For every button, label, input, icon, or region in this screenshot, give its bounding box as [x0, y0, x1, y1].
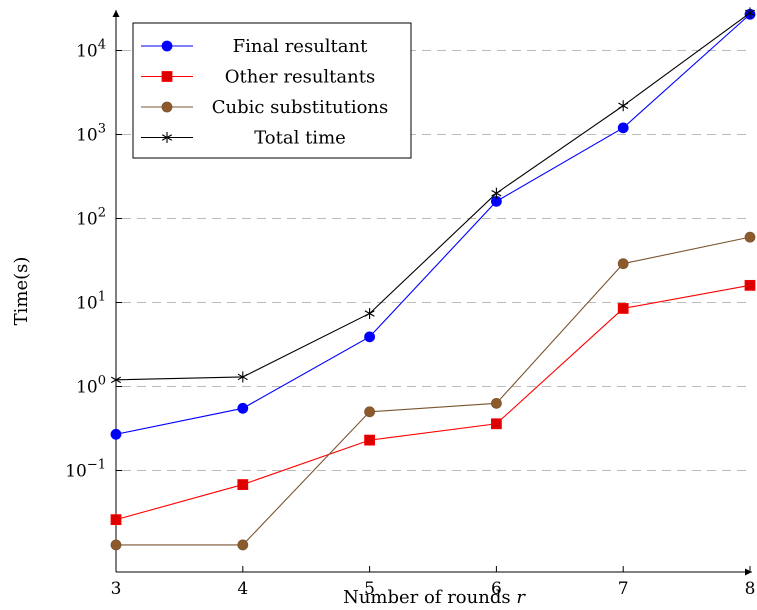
series-total-time	[110, 7, 756, 386]
data-point-total-time	[237, 371, 248, 383]
y-tick-exponent: 1	[98, 290, 106, 305]
y-tick-base: 10	[65, 462, 87, 482]
data-point-other-resultants	[744, 279, 756, 291]
data-point-total-time	[491, 187, 502, 199]
data-point-total-time-stroke	[364, 310, 375, 317]
series-cubic-substitutions	[110, 231, 756, 551]
data-point-final-resultant	[617, 122, 629, 134]
y-tick-base: 10	[76, 378, 98, 398]
data-point-other-resultants	[617, 303, 629, 314]
x-axis-arrow	[745, 568, 752, 576]
series-line-other-resultants	[115, 284, 751, 521]
x-axis-title-var: r	[516, 587, 526, 608]
y-tick-exponent: 3	[98, 122, 106, 137]
series-line-cubic-substitutions	[116, 236, 751, 546]
y-tick-exponent: 4	[98, 38, 106, 53]
data-point-total-time-stroke	[491, 189, 502, 197]
data-point-total-time-stroke	[744, 9, 756, 17]
series-layer	[110, 7, 756, 551]
data-point-total-time-stroke	[618, 102, 629, 109]
y-tick-exponent: 0	[98, 374, 106, 389]
y-tick-base: 10	[76, 210, 98, 230]
x-ticks: 3 4 5 6 7 8	[111, 566, 756, 599]
series-other-resultants	[110, 279, 756, 526]
legend-marker-cubic-substitutions	[161, 101, 173, 113]
data-point-final-resultant	[110, 428, 122, 440]
legend-marker-final-resultant	[161, 40, 173, 52]
legend: Final resultant Other resultants Cubic sub…	[132, 22, 412, 159]
data-point-cubic-substitutions	[364, 406, 376, 418]
data-point-total-time	[618, 100, 629, 112]
data-point-cubic-substitutions	[110, 539, 122, 551]
y-tick-base: 10	[76, 126, 98, 146]
data-point-cubic-substitutions	[744, 231, 756, 243]
data-point-total-time	[110, 374, 122, 386]
series-line-final-resultant	[115, 13, 751, 435]
data-point-cubic-substitutions	[490, 397, 502, 409]
legend-label-final-resultant: Final resultant	[233, 36, 368, 57]
data-point-total-time	[364, 307, 375, 319]
legend-marker-total-time-stroke	[161, 134, 173, 141]
y-tick-base: 10	[76, 294, 98, 314]
data-point-cubic-substitutions	[617, 258, 629, 270]
data-point-cubic-substitutions	[237, 539, 249, 551]
legend-label-total-time: Total time	[254, 128, 346, 149]
x-tick-label: 4	[237, 579, 248, 599]
x-tick-label: 5	[364, 579, 375, 599]
y-tick-label: 100	[76, 374, 106, 398]
x-tick-label: 6	[491, 579, 502, 599]
data-point-total-time-stroke	[110, 376, 122, 384]
x-tick-label: 7	[618, 579, 629, 599]
x-axis-title: Number of rounds r	[343, 587, 526, 608]
data-point-total-time-stroke	[237, 373, 248, 381]
y-tick-label: 102	[76, 206, 106, 230]
y-axis-arrow	[112, 10, 120, 17]
legend-marker-other-resultants	[161, 71, 173, 82]
y-tick-exponent: 2	[98, 206, 106, 221]
x-axis-title-main: Number of rounds	[343, 587, 516, 608]
y-tick-label: 101	[76, 290, 106, 314]
data-point-other-resultants	[237, 479, 249, 490]
y-tick-exponent: −1	[87, 458, 106, 473]
y-axis-title: Time(s)	[11, 257, 32, 326]
data-point-total-time	[744, 7, 756, 19]
x-tick-label: 3	[111, 579, 122, 599]
data-point-other-resultants	[110, 514, 122, 526]
data-point-final-resultant	[364, 331, 376, 343]
legend-marker-total-time	[161, 132, 173, 143]
series-line-total-time	[115, 12, 751, 381]
y-tick-label: 10−1	[65, 458, 106, 482]
data-point-other-resultants	[490, 418, 502, 430]
y-tick-base: 10	[76, 42, 98, 62]
legend-label-cubic-substitutions: Cubic substitutions	[212, 97, 389, 118]
axes	[112, 10, 752, 576]
data-point-other-resultants	[364, 434, 376, 446]
data-point-final-resultant	[237, 402, 249, 414]
legend-label-other-resultants: Other resultants	[225, 67, 375, 88]
y-tick-label: 103	[76, 122, 106, 146]
x-tick-label: 8	[745, 579, 756, 599]
y-tick-label: 104	[76, 38, 106, 62]
